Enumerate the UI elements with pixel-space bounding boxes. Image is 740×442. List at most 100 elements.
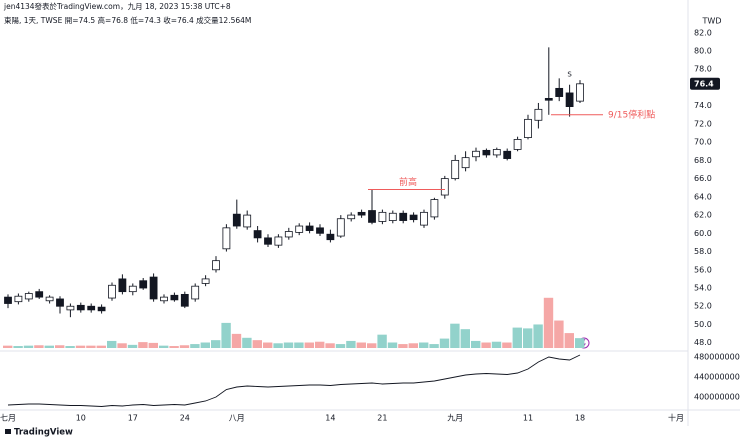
indicator-line: [7, 354, 581, 407]
x-tick-label: 十月: [668, 413, 684, 423]
volume-bar: [408, 343, 418, 348]
candle-body: [461, 157, 470, 169]
candle-body: [472, 150, 480, 158]
indicator-tick-label: 400000000: [694, 393, 740, 402]
header: jen4134發表於TradingView.com，九月 18, 2023 15…: [3, 1, 231, 11]
volume-bar: [3, 345, 13, 348]
volume-bar: [377, 334, 387, 348]
volume-bar: [200, 342, 210, 348]
volume-bar: [294, 342, 304, 348]
candle-body: [503, 150, 512, 159]
candle-body: [24, 293, 33, 300]
candle-body: [399, 212, 408, 221]
candle-body: [409, 214, 418, 221]
x-tick-label: 10: [76, 414, 86, 423]
y-tick-label: 70.0: [694, 138, 712, 147]
x-tick-label: 14: [325, 414, 335, 423]
candle-body: [149, 276, 158, 300]
volume-bar: [138, 342, 148, 348]
volume-bar: [367, 343, 377, 348]
candle-body: [524, 118, 532, 138]
candle-body: [212, 260, 220, 271]
y-tick-label: 48.0: [694, 338, 712, 347]
x-tick-label: 九月: [447, 414, 463, 423]
volume-bar: [127, 344, 138, 348]
volume-bar: [263, 342, 273, 348]
y-tick-label: 52.0: [694, 302, 712, 311]
annotation-text: S: [567, 71, 572, 79]
volume-bar: [419, 342, 429, 348]
candle-body: [118, 278, 127, 293]
x-tick-label: 七月: [0, 414, 16, 423]
volume-bar: [169, 346, 179, 348]
y-tick-label: 50.0: [694, 320, 712, 329]
volume-bar: [554, 320, 564, 348]
volume-bar: [512, 327, 522, 348]
y-tick-label: 66.0: [694, 174, 712, 183]
candle-body: [336, 218, 345, 237]
last-price-label: 76.4: [694, 79, 714, 88]
candle-body: [565, 92, 574, 108]
candle-body: [253, 230, 262, 239]
volume-bar: [564, 333, 574, 348]
candle-body: [35, 291, 44, 298]
candle-body: [232, 213, 241, 227]
volume-bar: [491, 341, 502, 348]
volume-bar: [190, 344, 200, 348]
footer: TradingView: [14, 428, 73, 438]
x-tick-label: 八月: [229, 414, 245, 423]
volume-bar: [179, 345, 190, 348]
candle-body: [56, 298, 64, 307]
volume-bar: [107, 340, 117, 348]
volume-bar: [471, 340, 481, 348]
volume-bar: [13, 346, 23, 348]
candle-body: [128, 285, 137, 293]
volume-bar: [65, 346, 75, 348]
volume-bar: [398, 344, 408, 348]
candle-body: [180, 293, 189, 307]
y-tick-label: 62.0: [694, 211, 712, 220]
volume-bar: [96, 345, 106, 348]
y-tick-label: 56.0: [694, 265, 712, 274]
volume-bar: [252, 340, 262, 348]
volume-bar: [429, 344, 439, 348]
candle-body: [451, 159, 460, 180]
volume-bar: [543, 297, 554, 348]
volume-bar: [75, 345, 86, 348]
candle-body: [274, 236, 283, 246]
volume-bar: [242, 337, 252, 348]
candle-body: [295, 225, 304, 233]
candle-body: [555, 87, 564, 97]
volume-bar: [450, 323, 460, 348]
volume-bar: [44, 345, 54, 348]
candle-body: [544, 97, 553, 101]
annotation-text: 前高: [399, 176, 417, 188]
x-tick-label: 21: [377, 414, 387, 423]
volume-bar: [221, 322, 231, 348]
candle-body: [76, 304, 85, 311]
candle-body: [201, 278, 210, 284]
y-tick-label: 54.0: [694, 284, 712, 293]
volume-bar: [55, 345, 65, 348]
y-tick-label: 68.0: [694, 156, 712, 165]
volume-bar: [211, 340, 221, 348]
candle-body: [420, 211, 428, 226]
volume-bar: [346, 340, 356, 348]
x-tick-label: 18: [575, 414, 585, 423]
volume-bar: [86, 345, 96, 348]
candle-body: [576, 83, 584, 102]
volume-bar: [273, 343, 283, 348]
x-tick-label: 11: [523, 414, 533, 423]
volume-bar: [460, 329, 470, 348]
candle-body: [66, 305, 75, 311]
candle-body: [440, 178, 449, 196]
volume-bar: [231, 333, 242, 348]
volume-bar: [23, 345, 34, 348]
volume-bar: [283, 342, 294, 348]
candle-body: [284, 231, 293, 238]
candle-body: [191, 285, 200, 300]
candle-body: [160, 296, 168, 302]
candle-body: [357, 211, 366, 216]
candle-body: [14, 295, 23, 303]
